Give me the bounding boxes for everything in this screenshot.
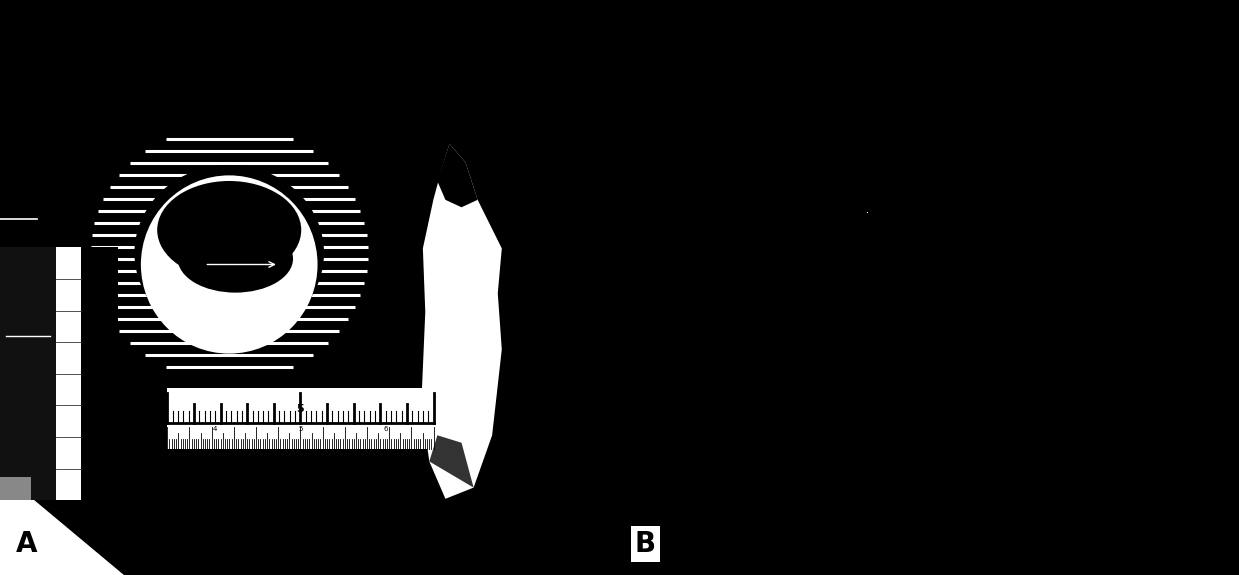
- Polygon shape: [0, 472, 124, 575]
- Ellipse shape: [141, 175, 317, 354]
- Ellipse shape: [157, 181, 301, 279]
- Text: 4: 4: [213, 426, 217, 432]
- Text: 6: 6: [383, 426, 388, 432]
- Bar: [167, 423, 434, 448]
- Text: 5: 5: [299, 426, 302, 432]
- Bar: [56, 247, 81, 500]
- Text: B: B: [634, 530, 657, 558]
- Polygon shape: [437, 144, 478, 208]
- Polygon shape: [421, 144, 502, 499]
- Circle shape: [135, 166, 323, 340]
- Bar: [0, 477, 31, 500]
- Ellipse shape: [178, 225, 292, 293]
- Text: A: A: [15, 530, 37, 558]
- Polygon shape: [430, 435, 473, 488]
- Text: 5: 5: [296, 404, 305, 414]
- Bar: [81, 247, 118, 500]
- Bar: [167, 388, 434, 423]
- Bar: [0, 247, 56, 500]
